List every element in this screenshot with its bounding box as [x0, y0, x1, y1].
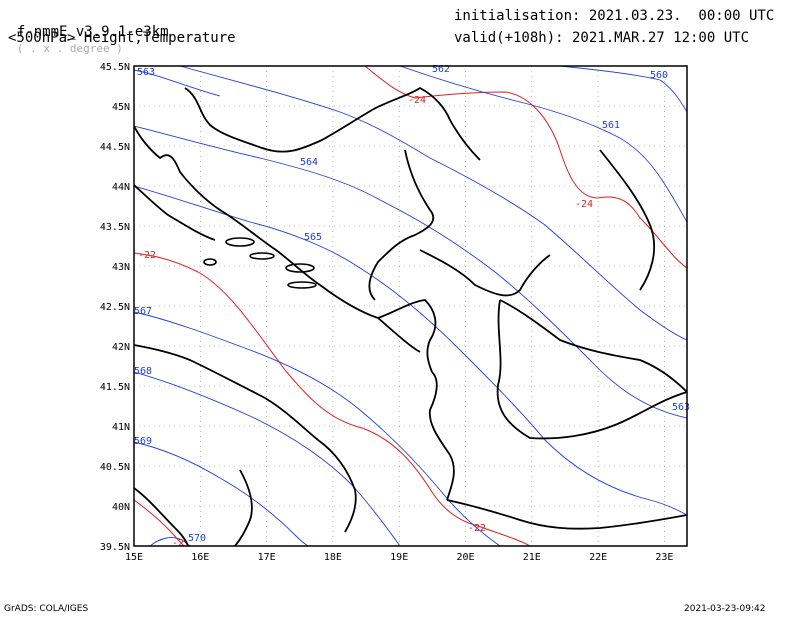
- label-height-568: 568: [134, 366, 152, 377]
- label-height-563-e: 563: [672, 402, 690, 413]
- lon-tick-label: 18E: [324, 552, 342, 563]
- height-contour-563-nw: [134, 69, 221, 97]
- height-contour-569: [134, 441, 309, 546]
- model-name: f-nmmE_v3.9.1-e3km: [16, 24, 169, 40]
- label-height-565: 565: [304, 232, 322, 243]
- lat-tick-label: 40.5N: [100, 462, 130, 473]
- serbia-west-border: [368, 149, 435, 301]
- lat-tick-label: 40N: [112, 502, 130, 513]
- island-4: [287, 281, 317, 289]
- lon-tick-label: 21E: [523, 552, 541, 563]
- lat-tick-label: 43.5N: [100, 222, 130, 233]
- height-contours: [134, 66, 687, 546]
- island-5: [203, 258, 217, 266]
- italy-heel-coast: [134, 344, 357, 533]
- lon-tick-label: 23E: [655, 552, 673, 563]
- label-temperature--2-sw: -2: [172, 538, 184, 549]
- height-contour-568: [134, 371, 401, 546]
- albania-east-border: [428, 371, 455, 501]
- dalmatian-islands: [203, 237, 317, 289]
- lat-tick-label: 45N: [112, 102, 130, 113]
- lat-tick-label: 41.5N: [100, 382, 130, 393]
- label-height-567: 567: [134, 306, 152, 317]
- lat-tick-label: 42N: [112, 342, 130, 353]
- label-height-562: 562: [432, 64, 450, 75]
- height-contour-560: [559, 66, 687, 113]
- island-2: [249, 252, 275, 260]
- footer-timestamp: 2021-03-23-09:42: [684, 604, 766, 614]
- lon-tick-label: 17E: [258, 552, 276, 563]
- temperature-contour--2x-southwest: [134, 499, 185, 546]
- lon-tick-label: 19E: [390, 552, 408, 563]
- level-field-title: <500hPa> Height,Temperature: [8, 30, 236, 46]
- height-contour-565: [134, 185, 687, 516]
- serbia-bulgaria-border: [599, 149, 655, 291]
- temperature-contours: [134, 66, 687, 546]
- height-contour-561: [399, 66, 687, 223]
- lat-tick-label: 43N: [112, 262, 130, 273]
- temperature-contour--24-north: [364, 66, 687, 269]
- height-contour-562: [179, 66, 687, 341]
- model-title: f-nmmE_v3.9.1-e3km ( . x . degree ): [0, 8, 169, 57]
- label-temperature--24-b: -24: [575, 199, 593, 210]
- label-temperature--24-a: -24: [408, 95, 426, 106]
- lat-lon-grid: [134, 66, 687, 546]
- lon-tick-label: 16E: [191, 552, 209, 563]
- lat-tick-label: 41N: [112, 422, 130, 433]
- lon-tick-label: 20E: [456, 552, 474, 563]
- lat-tick-label: 44N: [112, 182, 130, 193]
- lon-tick-label: 22E: [589, 552, 607, 563]
- contour-labels: 563 562 560 561 564 565 567 568 569 570 …: [134, 64, 690, 549]
- label-temperature--22-b: -22: [468, 523, 486, 534]
- montenegro-border: [377, 299, 437, 373]
- north-macedonia: [496, 299, 687, 440]
- label-height-560: 560: [650, 70, 668, 81]
- label-height-561: 561: [602, 120, 620, 131]
- lat-tick-label: 42.5N: [100, 302, 130, 313]
- label-temperature--22-a: -22: [138, 250, 156, 261]
- island-1: [225, 237, 255, 247]
- lon-tick-label: 15E: [125, 552, 143, 563]
- lat-tick-label: 45.5N: [100, 62, 130, 73]
- italy-gulf-coast: [134, 469, 253, 546]
- temperature-contour--22: [134, 252, 531, 546]
- lat-tick-label: 39.5N: [100, 542, 130, 553]
- greece-border: [446, 499, 687, 530]
- units-label: ( . x . degree ): [16, 42, 123, 55]
- label-height-570: 570: [188, 533, 206, 544]
- height-contour-567: [134, 311, 501, 546]
- borders-coastlines: [134, 87, 687, 546]
- north-coast: [134, 184, 216, 241]
- lat-tick-label: 44.5N: [100, 142, 130, 153]
- serbia-kosovo-border: [419, 249, 551, 297]
- valid-time: valid(+108h): 2021.MAR.27 12:00 UTC: [454, 30, 750, 46]
- label-height-569: 569: [134, 436, 152, 447]
- plot-frame: [133, 65, 688, 547]
- initialisation-time: initialisation: 2021.03.23. 00:00 UTC: [454, 8, 775, 24]
- adriatic-coastline: [134, 125, 421, 353]
- height-contour-564: [134, 125, 687, 419]
- label-height-563-nw: 563: [137, 67, 155, 78]
- label-height-564: 564: [300, 157, 318, 168]
- island-3: [285, 263, 315, 273]
- footer-grads-credit: GrADS: COLA/IGES: [4, 604, 89, 614]
- bosnia-north-border: [184, 87, 481, 161]
- axis-tick-labels: 15E 16E 17E 18E 19E 20E 21E 22E 23E 39.5N 40N 40.5N…: [100, 62, 674, 563]
